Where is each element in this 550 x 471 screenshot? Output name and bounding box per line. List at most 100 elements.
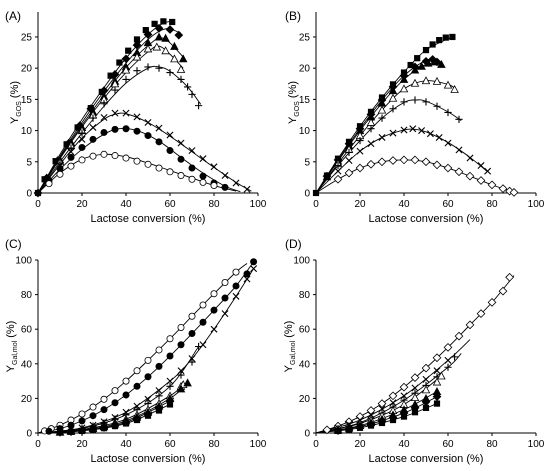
data-point-cross <box>188 147 196 155</box>
y-tick-label: 40 <box>21 359 33 370</box>
x-tick-label: 0 <box>313 199 319 210</box>
data-point-circle-open <box>100 395 108 403</box>
data-point-diamond-open <box>355 163 365 173</box>
x-tick-label: 60 <box>442 199 454 210</box>
data-point-circle-open <box>122 377 130 385</box>
y-tick-label: 25 <box>21 32 33 43</box>
data-point-circle-open <box>199 301 207 309</box>
data-point-circle <box>188 330 196 338</box>
x-tick-label: 80 <box>486 439 498 450</box>
data-point-square <box>422 46 430 54</box>
data-point-diamond-open <box>410 373 420 383</box>
data-point-cross <box>122 109 130 117</box>
data-point-diamond <box>165 25 175 34</box>
data-point-cross <box>418 127 426 135</box>
data-point-plus <box>345 148 353 157</box>
data-point-triangle-open <box>432 377 442 386</box>
data-point-circle-open <box>45 180 53 188</box>
x-tick-label: 0 <box>35 439 41 450</box>
data-point-cross <box>100 113 108 121</box>
data-point-circle-open <box>221 278 229 286</box>
fit-curve-diamond-open <box>315 159 515 194</box>
data-point-cross <box>455 146 463 154</box>
data-point-square <box>107 72 114 79</box>
data-point-cross <box>111 109 119 117</box>
data-point-circle-open <box>78 156 86 164</box>
data-point-cross <box>400 126 408 134</box>
y-tick-label: 60 <box>299 325 311 336</box>
data-point-plus <box>455 115 463 123</box>
data-point-plus <box>422 98 430 106</box>
data-point-triangle-open <box>176 64 186 73</box>
data-point-circle-open <box>111 152 119 160</box>
data-point-triangle-open <box>170 54 179 63</box>
y-axis-label: YGal,mol (%) <box>283 321 297 373</box>
data-point-plus <box>155 392 163 400</box>
data-point-square <box>67 428 75 435</box>
data-point-circle-open <box>177 172 185 180</box>
x-tick-label: 100 <box>250 439 267 450</box>
x-tick-label: 20 <box>76 199 88 210</box>
data-point-plus <box>188 90 196 98</box>
data-point-diamond-open <box>432 353 442 363</box>
data-point-square <box>334 427 342 435</box>
data-point-cross <box>389 399 397 407</box>
data-point-plus <box>122 75 130 84</box>
data-point-circle-open <box>188 175 196 183</box>
data-point-square <box>111 422 119 430</box>
data-point-cross <box>67 148 75 156</box>
data-point-circle <box>177 155 185 163</box>
y-tick-label: 10 <box>21 126 33 137</box>
data-point-plus <box>444 363 452 371</box>
data-point-circle-open <box>133 157 141 165</box>
data-point-circle <box>100 128 108 136</box>
data-point-diamond-open <box>505 272 514 282</box>
x-axis-label: Lactose conversion (%) <box>91 213 206 225</box>
y-tick-label: 20 <box>21 64 33 75</box>
data-point-cross <box>334 167 342 175</box>
fit-curve-diamond <box>315 59 440 194</box>
data-point-square <box>414 55 421 62</box>
panel-label: (B) <box>285 9 301 23</box>
data-point-cross <box>484 167 492 175</box>
x-tick-label: 60 <box>164 439 176 450</box>
y-tick-label: 100 <box>15 256 32 267</box>
data-point-triangle-open <box>132 52 142 61</box>
data-point-circle <box>155 362 163 370</box>
data-point-diamond-open <box>487 180 497 190</box>
y-tick-label: 20 <box>299 394 311 405</box>
data-point-triangle-open <box>437 371 446 380</box>
data-point-diamond-open <box>388 156 398 165</box>
data-point-plus <box>177 75 185 84</box>
data-point-diamond-open <box>421 363 431 373</box>
data-point-plus <box>444 108 452 117</box>
data-point-diamond-open <box>465 320 475 330</box>
data-point-plus <box>144 63 152 71</box>
data-point-plus <box>78 129 86 137</box>
data-point-diamond-open <box>366 159 376 169</box>
data-point-square <box>133 416 141 424</box>
data-point-plus <box>100 100 108 108</box>
data-point-cross <box>166 377 174 385</box>
data-point-circle <box>199 318 207 326</box>
data-point-square <box>378 419 386 427</box>
data-point-circle <box>166 147 174 155</box>
panel-label: (C) <box>5 237 22 251</box>
data-point-circle <box>199 172 207 180</box>
data-point-square <box>449 33 456 41</box>
panel-label: (D) <box>285 237 302 251</box>
data-point-circle <box>210 306 218 314</box>
data-point-circle-open <box>188 312 196 320</box>
x-tick-label: 80 <box>208 199 220 210</box>
data-point-diamond-open <box>399 382 409 392</box>
data-point-triangle-open <box>121 65 131 74</box>
data-point-circle-open <box>144 356 152 364</box>
data-point-plus <box>195 102 203 110</box>
data-point-circle-open <box>122 154 130 162</box>
data-point-circle <box>89 412 97 420</box>
data-point-cross <box>166 131 174 139</box>
y-tick-label: 10 <box>299 126 311 137</box>
data-point-square <box>429 41 436 48</box>
data-point-circle-open <box>232 268 240 276</box>
